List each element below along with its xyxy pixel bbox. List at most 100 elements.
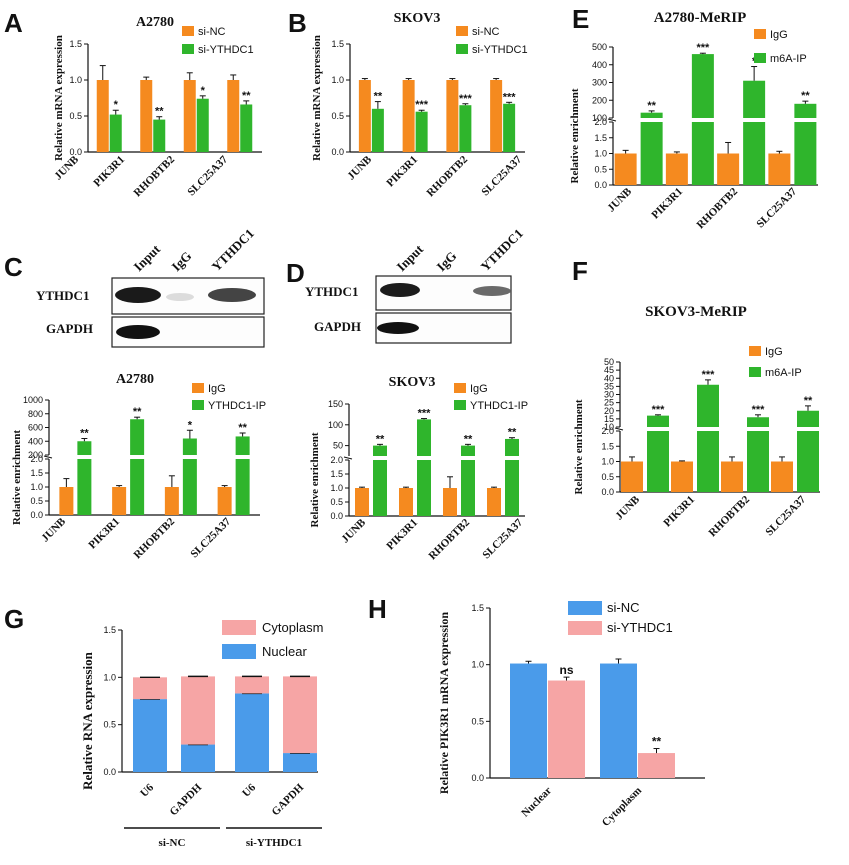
y-tick-label: 45 [604, 365, 614, 375]
bar-upper-segment [461, 445, 475, 456]
y-tick-label: 1.0 [594, 149, 607, 159]
y-tick-label: 2.0 [30, 454, 43, 464]
bar-lower-segment [182, 459, 197, 515]
bar [109, 114, 122, 152]
group-label: si-NC [159, 837, 186, 849]
significance-label: * [114, 99, 119, 111]
bar-upper-segment [182, 438, 197, 455]
legend-label: si-YTHDC1 [472, 44, 528, 56]
category-label: JUNB [345, 153, 374, 182]
bar [721, 461, 743, 492]
bar-segment [133, 677, 167, 700]
significance-label: *** [503, 91, 517, 103]
y-tick-label: 0.5 [594, 164, 607, 174]
significance-label: ** [155, 106, 164, 118]
category-label: JUNB [39, 515, 68, 544]
significance-label: *** [418, 408, 432, 420]
bar [771, 461, 793, 492]
axis-break-mark [614, 427, 624, 431]
blot-c-band-input [115, 287, 161, 303]
bar-upper-segment [505, 438, 519, 456]
legend-swatch [222, 620, 256, 635]
category-label: SLC25A37 [188, 515, 233, 560]
bar-upper-segment [743, 80, 766, 118]
chart-title: SKOV3 [394, 11, 441, 26]
chart-title: SKOV3 [389, 375, 436, 390]
bar-segment [133, 699, 167, 772]
chart-title: A2780 [116, 372, 154, 387]
blot-d-band-input [380, 283, 420, 297]
y-tick-label: 0.5 [601, 472, 614, 482]
significance-label: ** [238, 422, 247, 434]
y-tick-label: 1.5 [594, 133, 607, 143]
y-tick-label: 0.0 [30, 510, 43, 520]
bar-lower-segment [505, 460, 519, 516]
bar [621, 461, 643, 492]
bar-lower-segment [640, 122, 663, 185]
category-label: Nuclear [519, 785, 554, 820]
blot-d-band-ythdc1 [473, 286, 511, 296]
y-tick-label: 150 [328, 399, 343, 409]
category-label: U6 [138, 781, 156, 799]
legend-swatch [456, 26, 468, 36]
bar-upper-segment [794, 103, 817, 118]
bar-segment [283, 676, 317, 754]
bar-upper-segment [417, 419, 431, 456]
bar-lower-segment [417, 460, 431, 516]
y-tick-label: 0.5 [30, 496, 43, 506]
significance-label: *** [702, 369, 716, 381]
legend-swatch [456, 44, 468, 54]
bar-lower-segment [747, 431, 769, 492]
bar [402, 80, 415, 152]
y-axis-label: Relative enrichment [11, 430, 23, 525]
chart-f: SKOV3-MeRIP 0.0 0.5 1.0 1.5 2.010152025303540… [573, 304, 820, 539]
panel-letter-f: F [572, 256, 588, 286]
y-axis-label: Relative enrichment [309, 432, 321, 527]
category-label: PIK3R1 [649, 186, 685, 222]
y-tick-label: 35 [604, 381, 614, 391]
y-tick-label: 0.5 [330, 497, 343, 507]
legend-swatch [454, 400, 466, 410]
bar-lower-segment [77, 459, 92, 515]
y-tick-label: 1.0 [30, 482, 43, 492]
significance-label: * [201, 85, 206, 97]
panel-letter-e: E [572, 4, 589, 34]
category-label: PIK3R1 [86, 516, 122, 552]
bar-upper-segment [235, 436, 250, 455]
y-axis-label: Relative enrichment [573, 399, 585, 494]
category-label: SLC25A37 [763, 493, 808, 538]
significance-label: ** [464, 433, 473, 445]
bar [717, 153, 740, 185]
y-tick-label: 2.0 [330, 455, 343, 465]
axis-break-mark [607, 118, 617, 122]
legend-label: si-YTHDC1 [607, 620, 673, 635]
blot-d-row-ythdc1: YTHDC1 [305, 284, 358, 299]
bar-upper-segment [747, 417, 769, 427]
y-tick-label: 1.5 [471, 603, 484, 613]
y-tick-label: 0.5 [331, 111, 344, 121]
blot-d: Input IgG YTHDC1 YTHDC1 GAPDH [305, 226, 526, 344]
category-label: RHOBTB2 [426, 516, 472, 562]
y-tick-label: 1.0 [331, 75, 344, 85]
bar [768, 153, 791, 185]
legend-label: Cytoplasm [262, 620, 323, 635]
y-tick-label: 0.0 [69, 147, 82, 157]
significance-label: ** [242, 90, 251, 102]
legend-swatch [192, 400, 204, 410]
legend-swatch [222, 644, 256, 659]
bar [415, 111, 428, 152]
chart-h: 0.0 0.5 1.0 1.5 ns Nuclear ** Cytoplasm Relative… [437, 600, 705, 829]
category-label: RHOBTB2 [424, 153, 470, 199]
blot-c-band-ythdc1 [208, 288, 256, 302]
panel-letter-h: H [368, 594, 387, 624]
bar [490, 80, 503, 152]
blot-d-lane-input: Input [394, 241, 427, 274]
y-tick-label: 300 [592, 78, 607, 88]
legend-swatch [182, 26, 194, 36]
bar [510, 663, 547, 778]
y-tick-label: 400 [28, 436, 43, 446]
bar-segment [283, 753, 317, 772]
y-tick-label: 25 [604, 398, 614, 408]
